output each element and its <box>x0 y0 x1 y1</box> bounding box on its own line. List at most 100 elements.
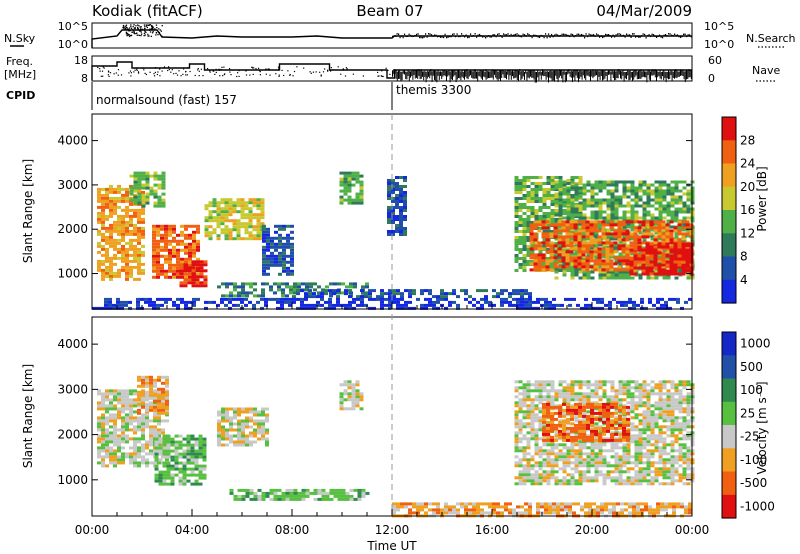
nave-dot <box>113 73 115 75</box>
power-cell <box>649 269 654 273</box>
power-cell <box>212 300 216 304</box>
power-cell <box>681 266 686 270</box>
power-cell <box>125 187 129 191</box>
velocity-cell <box>194 482 199 486</box>
nsearch-dot <box>137 28 139 31</box>
power-cell <box>666 186 671 190</box>
power-cell <box>648 297 652 301</box>
nave-dot <box>229 71 231 73</box>
power-cell <box>530 209 535 212</box>
power-cell <box>541 220 546 224</box>
power-cell <box>212 210 217 214</box>
velocity-cell <box>149 375 153 379</box>
nsearch-dot <box>129 30 131 32</box>
velocity-cell <box>233 413 237 417</box>
power-cell <box>253 288 257 292</box>
power-cell <box>164 239 168 243</box>
power-cell <box>156 257 160 261</box>
power-cell <box>520 306 524 310</box>
velocity-cell <box>101 455 105 459</box>
nave-dot <box>454 70 456 76</box>
power-cell <box>661 235 666 239</box>
velocity-cell <box>194 464 199 468</box>
velocity-cell <box>125 413 129 417</box>
power-cell <box>101 196 105 200</box>
nave-dot <box>437 69 439 76</box>
nave-dot <box>430 69 432 76</box>
velocity-cell <box>229 428 233 432</box>
power-cell <box>597 259 602 263</box>
power-cell <box>622 240 627 244</box>
power-cell <box>244 222 249 226</box>
power-cell <box>673 242 678 246</box>
nave-dot <box>503 70 505 78</box>
power-cell <box>274 257 278 261</box>
power-cell <box>125 265 129 269</box>
power-cell <box>661 257 666 261</box>
velocity-cell <box>154 467 159 471</box>
nave-dot <box>283 74 285 77</box>
power-cell <box>606 216 611 220</box>
nave-dot <box>578 71 579 83</box>
velocity-cell <box>141 458 145 462</box>
power-cell <box>237 294 241 298</box>
power-cell <box>578 216 583 220</box>
power-cell <box>682 210 687 214</box>
velocity-cell <box>157 396 161 400</box>
power-cell <box>522 263 527 266</box>
power-cell <box>468 295 472 299</box>
nsearch-dot <box>669 33 671 35</box>
power-cell <box>518 191 523 194</box>
nsearch-dot <box>146 25 148 27</box>
velocity-cell <box>105 443 109 447</box>
power-cell <box>581 253 586 257</box>
velocity-cell <box>153 408 157 412</box>
power-cell <box>594 186 599 190</box>
power-cell <box>660 306 664 310</box>
power-cell <box>260 207 265 211</box>
power-cell <box>436 306 440 310</box>
power-cell <box>179 281 184 285</box>
velocity-cell <box>113 455 117 459</box>
power-cell <box>208 213 213 217</box>
power-cell <box>347 183 352 187</box>
velocity-cell <box>269 497 274 501</box>
nsearch-dot <box>450 35 452 38</box>
velocity-cell <box>277 497 282 501</box>
power-cell <box>681 245 686 249</box>
power-cell <box>179 263 184 267</box>
velocity-cell <box>157 393 161 397</box>
power-cell <box>585 262 590 266</box>
power-cell <box>276 297 280 301</box>
power-cell <box>224 207 229 211</box>
power-cell <box>642 204 647 208</box>
power-cell <box>216 216 221 220</box>
power-cell <box>526 191 531 194</box>
power-cell <box>601 259 606 263</box>
velocity-cell <box>97 446 101 450</box>
power-cell <box>403 230 407 233</box>
power-cell <box>290 236 294 240</box>
velocity-cell <box>137 419 141 423</box>
power-cell <box>533 220 538 224</box>
nsearch-dot <box>434 34 436 36</box>
power-cell <box>108 306 112 310</box>
nsearch-dot <box>554 34 556 36</box>
power-cell <box>304 295 308 299</box>
power-cell <box>133 238 137 242</box>
nsearch-dot <box>636 35 638 38</box>
power-cell <box>518 242 523 245</box>
nave-dot <box>664 71 666 78</box>
power-cell <box>609 232 614 236</box>
power-cell <box>601 253 606 257</box>
power-cell <box>224 303 228 307</box>
velocity-cell <box>225 431 229 435</box>
nave-dot <box>666 71 668 79</box>
velocity-cell <box>129 401 133 405</box>
power-cell <box>355 201 360 205</box>
velocity-cell <box>261 410 265 414</box>
nsearch-dot <box>147 35 149 37</box>
power-cell <box>681 254 686 258</box>
nave-dot <box>465 70 467 77</box>
